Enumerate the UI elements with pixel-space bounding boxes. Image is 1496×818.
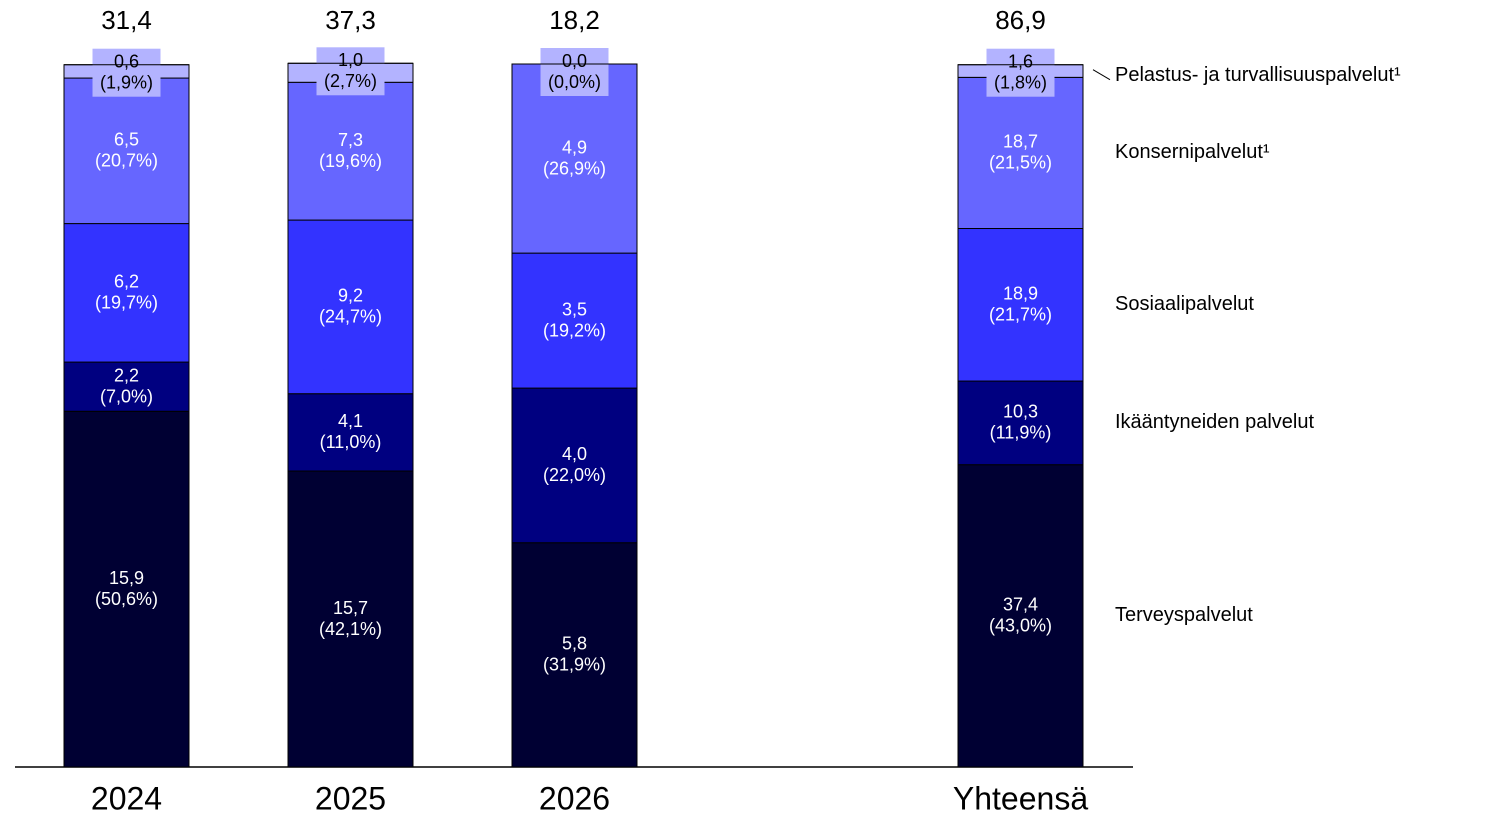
bar-segment (63, 410, 190, 768)
value-label: 1,6 (1008, 51, 1033, 71)
bar-segment (957, 76, 1084, 230)
value-label: 3,5 (562, 299, 587, 319)
share-label: (2,7%) (324, 71, 377, 91)
bar-segment (511, 542, 638, 768)
share-label: (24,7%) (319, 307, 382, 327)
share-label: (26,9%) (543, 158, 606, 178)
value-label: 4,9 (562, 137, 587, 157)
value-label: 1,0 (338, 50, 363, 70)
legend-label: Konsernipalvelut¹ (1115, 141, 1270, 163)
bar-segment (287, 470, 414, 768)
share-label: (21,5%) (989, 153, 1052, 173)
bar-segment (63, 223, 190, 363)
total-label: 37,3 (325, 5, 376, 35)
x-tick-label: 2024 (91, 780, 162, 816)
legend-label: Pelastus- ja turvallisuuspalvelut¹ (1115, 64, 1401, 86)
bar-segment (511, 252, 638, 389)
value-label: 7,3 (338, 130, 363, 150)
legend-leader (1092, 69, 1111, 81)
x-tick-label: 2025 (315, 780, 386, 816)
x-tick-label: 2026 (539, 780, 610, 816)
share-label: (42,1%) (319, 619, 382, 639)
bar-segment (63, 77, 190, 225)
bar-segment (287, 81, 414, 221)
label-box (540, 48, 609, 96)
share-label: (43,0%) (989, 616, 1052, 636)
share-label: (50,6%) (95, 589, 158, 609)
share-label: (31,9%) (543, 655, 606, 675)
bar-segment (957, 380, 1084, 466)
value-label: 0,6 (114, 51, 139, 71)
share-label: (7,0%) (100, 386, 153, 406)
total-label: 31,4 (101, 5, 152, 35)
value-label: 15,7 (333, 598, 368, 618)
bar-segment (957, 464, 1084, 768)
value-label: 6,2 (114, 272, 139, 292)
value-label: 6,5 (114, 130, 139, 150)
value-label: 10,3 (1003, 402, 1038, 422)
value-label: 18,9 (1003, 284, 1038, 304)
label-box (316, 47, 385, 96)
share-label: (19,2%) (543, 320, 606, 340)
total-label: 18,2 (549, 5, 600, 35)
share-label: (11,0%) (320, 432, 382, 452)
share-label: (21,7%) (989, 305, 1052, 325)
legend-label: Sosiaalipalvelut (1115, 293, 1254, 315)
value-label: 2,2 (114, 365, 139, 385)
value-label: 0,0 (562, 51, 587, 71)
value-label: 9,2 (338, 286, 363, 306)
bar-segment (63, 361, 190, 412)
share-label: (11,9%) (990, 423, 1052, 443)
value-label: 5,8 (562, 634, 587, 654)
value-label: 4,0 (562, 444, 587, 464)
legend-label: Terveyspalvelut (1115, 604, 1253, 626)
x-tick-label: Yhteensä (953, 780, 1088, 816)
total-label: 86,9 (995, 5, 1046, 35)
share-label: (0,0%) (548, 72, 601, 92)
value-label: 4,1 (338, 411, 363, 431)
share-label: (1,9%) (100, 72, 153, 92)
bar-segment (511, 387, 638, 544)
label-box (92, 48, 161, 97)
share-label: (20,7%) (95, 151, 158, 171)
value-label: 37,4 (1003, 595, 1038, 615)
label-box (986, 48, 1055, 97)
value-label: 15,9 (109, 568, 144, 588)
share-label: (1,8%) (994, 72, 1047, 92)
share-label: (19,6%) (319, 151, 382, 171)
legend-label: Ikääntyneiden palvelut (1115, 411, 1314, 433)
share-label: (22,0%) (543, 465, 606, 485)
value-label: 18,7 (1003, 132, 1038, 152)
share-label: (19,7%) (95, 293, 158, 313)
